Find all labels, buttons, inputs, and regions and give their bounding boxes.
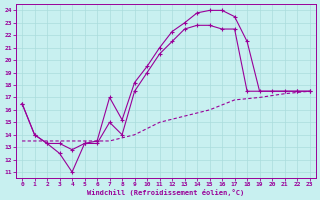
X-axis label: Windchill (Refroidissement éolien,°C): Windchill (Refroidissement éolien,°C) — [87, 189, 244, 196]
